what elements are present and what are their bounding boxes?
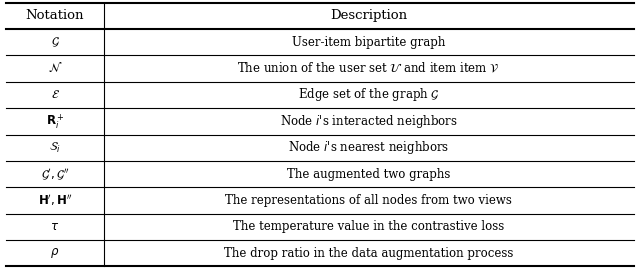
Text: Description: Description [330,9,407,22]
Text: Node $i$'s nearest neighbors: Node $i$'s nearest neighbors [288,139,449,156]
Text: $\mathcal{G}$: $\mathcal{G}$ [51,36,60,49]
Text: The temperature value in the contrastive loss: The temperature value in the contrastive… [233,220,504,233]
Text: $\mathcal{E}$: $\mathcal{E}$ [51,89,60,101]
Text: The drop ratio in the data augmentation process: The drop ratio in the data augmentation … [224,247,513,260]
Text: Edge set of the graph $\mathcal{G}$: Edge set of the graph $\mathcal{G}$ [298,86,440,104]
Text: $\tau$: $\tau$ [51,220,60,233]
Text: The union of the user set $\mathcal{U}$ and item item $\mathcal{V}$: The union of the user set $\mathcal{U}$ … [237,62,500,76]
Text: $\mathcal{N}$: $\mathcal{N}$ [48,62,62,75]
Text: User-item bipartite graph: User-item bipartite graph [292,36,445,49]
Text: $\mathbf{R}_i^+$: $\mathbf{R}_i^+$ [45,112,65,131]
Text: $\rho$: $\rho$ [51,246,60,260]
Text: Notation: Notation [26,9,84,22]
Text: $\mathcal{G}^\prime, \mathcal{G}^{\prime\prime}$: $\mathcal{G}^\prime, \mathcal{G}^{\prime… [40,166,70,182]
Text: Node $i$'s interacted neighbors: Node $i$'s interacted neighbors [280,113,458,130]
Text: The augmented two graphs: The augmented two graphs [287,168,451,180]
Text: $\mathcal{S}_i$: $\mathcal{S}_i$ [49,141,61,155]
Text: The representations of all nodes from two views: The representations of all nodes from tw… [225,194,512,207]
Text: $\mathbf{H}^\prime, \mathbf{H}^{\prime\prime}$: $\mathbf{H}^\prime, \mathbf{H}^{\prime\p… [38,193,72,208]
